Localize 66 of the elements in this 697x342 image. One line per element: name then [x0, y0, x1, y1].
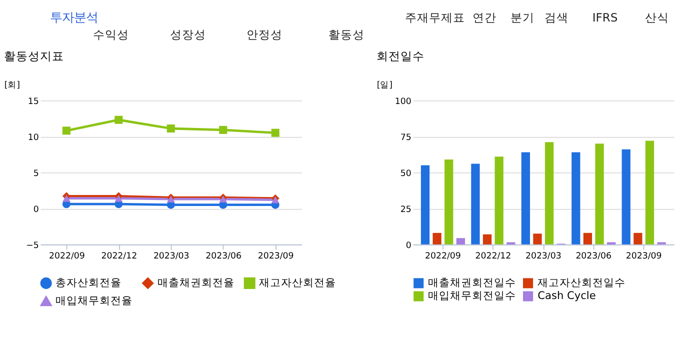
bar [533, 234, 542, 244]
x-tick-label: 2022/12 [475, 251, 512, 262]
x-tick-label: 2023/06 [576, 251, 612, 262]
point [166, 124, 175, 133]
text: 검색 [544, 10, 568, 25]
legend-label: 총자산회전율 [56, 277, 122, 290]
bar [456, 238, 465, 244]
legend-label: Cash Cycle [538, 290, 596, 302]
bar [622, 149, 630, 244]
legend-label: 재고자산회전율 [259, 277, 336, 290]
legend-label: 재고자산회전일수 [538, 277, 626, 290]
text: 분기 [510, 10, 535, 25]
legend-label: 매입채무회전일수 [428, 290, 516, 302]
y-tick-label: 5 [33, 168, 39, 179]
text: 투자분석 [50, 10, 98, 25]
x-tick-label: 2023/09 [626, 251, 662, 262]
chart-title: 회전일수 [376, 49, 424, 64]
text: 산식 [645, 10, 670, 25]
y-tick-label: 25 [400, 204, 412, 215]
point [114, 194, 123, 202]
bar [471, 164, 480, 244]
text: 활동성 [328, 28, 364, 42]
bar [595, 144, 604, 244]
y-tick-label: 0 [33, 204, 39, 215]
chart-title: 활동성지표 [4, 49, 64, 64]
text: 안정성 [246, 28, 283, 42]
legend-label: 매입채무회전율 [56, 294, 133, 307]
legend-label: 매출채권회전일수 [428, 277, 516, 290]
text: 주재무제표 [405, 10, 466, 25]
point [219, 126, 228, 134]
text: 수익성 [93, 28, 130, 42]
bar [634, 232, 642, 244]
point [271, 128, 280, 137]
y-tick-label: 10 [28, 132, 39, 143]
y-tick-label: 15 [28, 96, 39, 107]
x-tick-label: 2023/09 [258, 251, 294, 262]
y-axis-title: [회] [4, 80, 20, 90]
bar [521, 152, 530, 244]
legend-label: 매출채권회전율 [157, 277, 234, 290]
bar [544, 142, 554, 244]
bar [482, 234, 492, 244]
x-tick-label: 2022/09 [48, 251, 85, 262]
y-tick-label: 100 [394, 96, 412, 107]
point [114, 116, 123, 124]
y-tick-label: 0 [406, 240, 412, 251]
x-tick-label: 2023/03 [525, 251, 562, 262]
y-axis-title: [일] [376, 80, 393, 90]
bar [583, 232, 592, 244]
y-tick-label: 75 [400, 132, 412, 143]
y-tick-label: −5 [26, 240, 39, 251]
x-tick-label: 2022/12 [101, 251, 138, 262]
text: IFRS [592, 10, 618, 25]
bar [420, 165, 430, 244]
y-tick-label: 50 [400, 168, 412, 179]
point [62, 126, 70, 135]
bar [432, 232, 442, 244]
x-tick-label: 2023/03 [153, 251, 190, 262]
bar [645, 140, 654, 244]
x-tick-label: 2022/09 [425, 251, 461, 262]
bar [494, 156, 504, 244]
point [62, 194, 70, 202]
bar [444, 159, 454, 244]
text: 연간 [472, 10, 496, 25]
bar [572, 152, 580, 244]
text: 성장성 [170, 28, 206, 42]
x-tick-label: 2023/06 [206, 251, 242, 262]
